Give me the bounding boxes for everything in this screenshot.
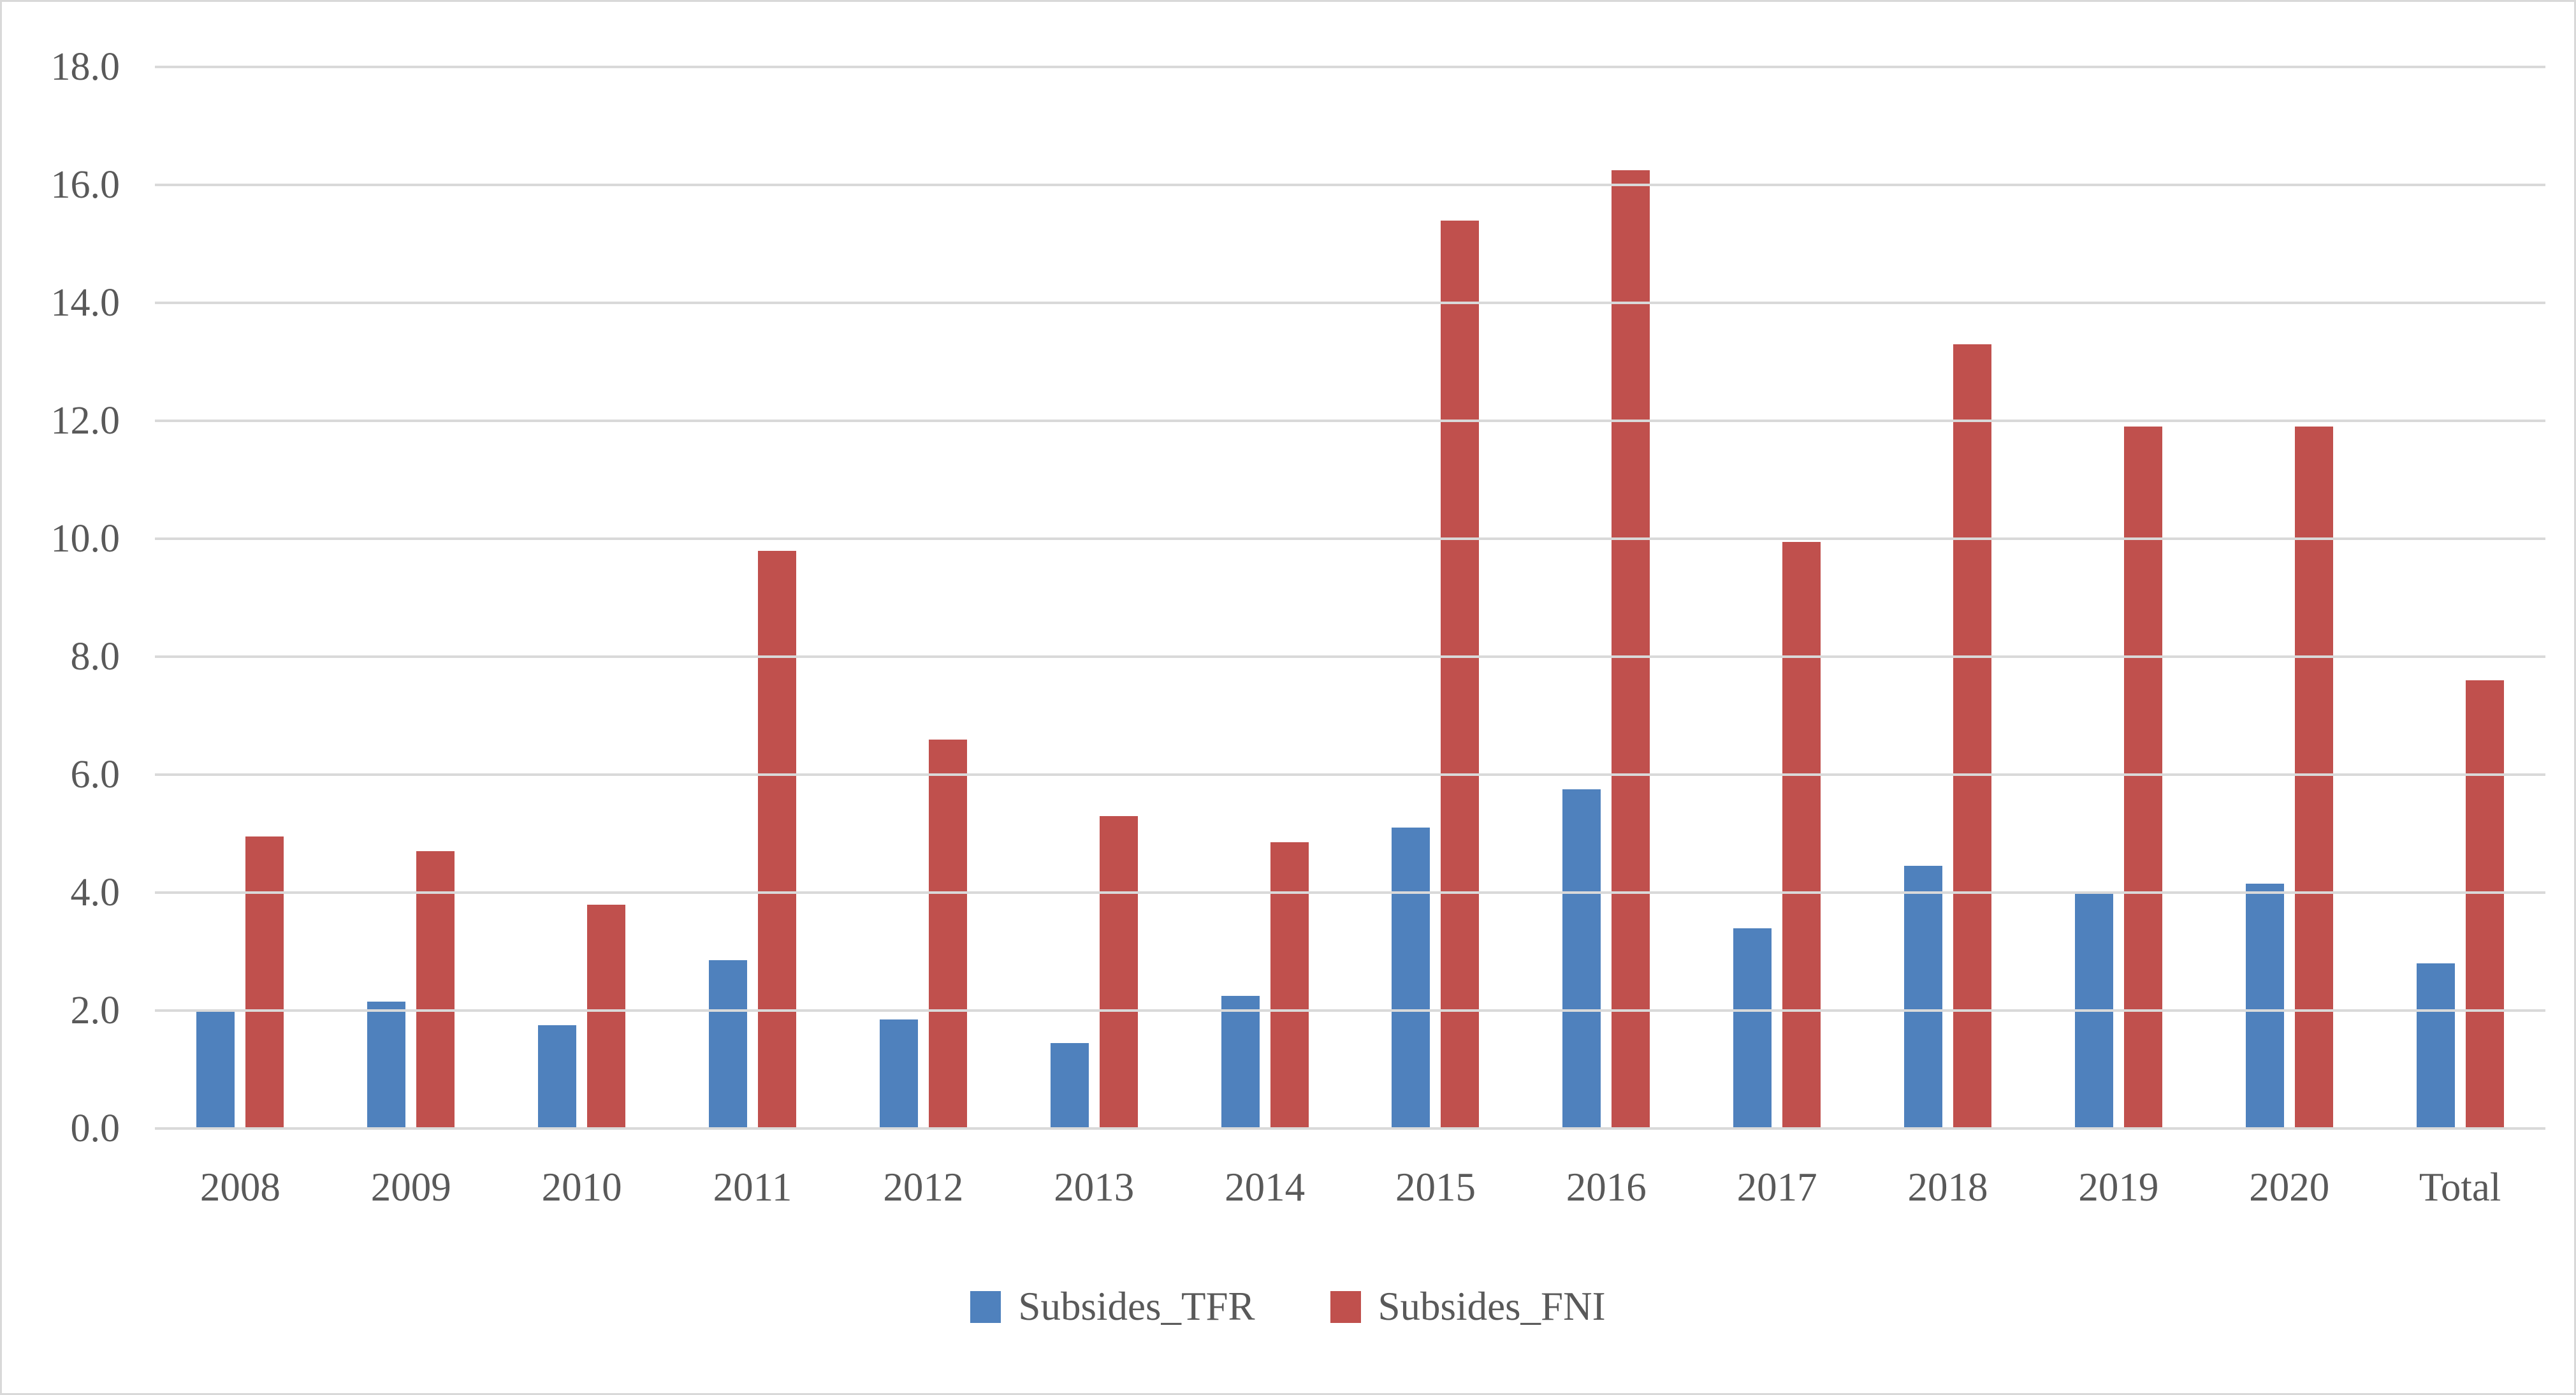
legend-item-subsides-tfr: Subsides_TFR [970,1283,1255,1330]
bar-subsides_tfr-2010 [538,1025,577,1128]
legend-swatch-tfr-icon [970,1290,1001,1323]
gridline [155,1127,2545,1130]
x-tick-label-2017: 2017 [1736,1165,1817,1209]
bar-group-2015 [1350,67,1521,1128]
bar-group-2016 [1521,67,1692,1128]
bar-subsides_fni-2011 [758,550,796,1128]
x-tick-label-2018: 2018 [1907,1165,1988,1209]
bar-group-2011 [667,67,838,1128]
bar-subsides_fni-2012 [928,739,967,1128]
bar-subsides_tfr-2009 [367,1002,406,1128]
y-tick-label: 10.0 [50,517,120,560]
y-tick-label: 14.0 [50,281,120,325]
x-tick-label-2009: 2009 [370,1165,451,1209]
bar-subsides_tfr-2020 [2245,884,2284,1128]
x-tick-label-2019: 2019 [2078,1165,2159,1209]
gridline [155,1009,2545,1012]
legend-label-fni: Subsides_FNI [1378,1284,1606,1329]
y-tick-label: 8.0 [70,635,120,678]
bar-subsides_tfr-2008 [196,1011,235,1128]
y-tick-label: 2.0 [70,989,120,1032]
bar-subsides_fni-2020 [2294,427,2333,1128]
plot-area [155,66,2545,1130]
x-tick-label-2010: 2010 [541,1165,622,1209]
gridline [155,537,2545,540]
bar-group-2010 [497,67,667,1128]
bar-group-2013 [1008,67,1179,1128]
bar-subsides_tfr-2015 [1392,828,1430,1128]
x-axis-tick-labels: 2008 2009 2010 2011 2012 2013 2014 2015 2016 2017… [155,1164,2545,1211]
x-tick-label-2015: 2015 [1395,1165,1476,1209]
x-tick-label-2008: 2008 [200,1165,280,1209]
x-tick-label-2012: 2012 [883,1165,964,1209]
gridline [155,183,2545,186]
bar-group-2017 [1692,67,1863,1128]
bar-subsides_fni-2015 [1441,220,1480,1128]
bar-subsides_fni-2009 [416,851,455,1128]
bar-subsides_fni-total [2465,680,2504,1128]
bar-group-2020 [2204,67,2375,1128]
bar-group-2008 [155,67,326,1128]
x-tick-label-2016: 2016 [1566,1165,1647,1209]
y-tick-label: 4.0 [70,871,120,914]
bar-group-2014 [1179,67,1350,1128]
y-tick-label: 16.0 [50,163,120,207]
bar-group-total [2375,67,2545,1128]
y-tick-label: 18.0 [50,45,120,89]
legend-label-tfr: Subsides_TFR [1018,1284,1255,1329]
y-axis-tick-labels: 0.0 2.0 4.0 6.0 8.0 10.0 12.0 14.0 16.0 18.0 [2,2,120,1393]
bar-group-2018 [1863,67,2034,1128]
bars-row [155,67,2545,1128]
bar-group-2019 [2033,67,2204,1128]
bar-subsides_fni-2008 [245,836,284,1128]
gridline [155,66,2545,68]
bar-group-2009 [326,67,497,1128]
legend: Subsides_TFR Subsides_FNI [2,1283,2574,1330]
legend-item-subsides-fni: Subsides_FNI [1330,1283,1606,1330]
gridline [155,655,2545,658]
bar-subsides_fni-2019 [2123,427,2162,1128]
bar-subsides_fni-2010 [587,904,626,1128]
bar-subsides_tfr-2016 [1562,789,1601,1128]
legend-swatch-fni-icon [1330,1290,1361,1323]
x-tick-label-2020: 2020 [2249,1165,2330,1209]
bar-subsides_fni-2016 [1612,170,1650,1128]
bar-subsides_fni-2013 [1099,815,1138,1128]
gridline [155,891,2545,894]
x-tick-label-2014: 2014 [1225,1165,1306,1209]
bar-subsides_tfr-2013 [1050,1042,1089,1128]
bar-subsides_tfr-total [2416,963,2455,1128]
bar-subsides_tfr-2017 [1733,928,1772,1128]
y-tick-label: 0.0 [70,1107,120,1150]
bar-subsides_fni-2017 [1782,541,1821,1128]
x-tick-label-2011: 2011 [713,1165,792,1209]
x-tick-label-2013: 2013 [1054,1165,1135,1209]
x-tick-label-total: Total [2419,1165,2501,1209]
bar-group-2012 [838,67,1008,1128]
bar-subsides_fni-2014 [1270,842,1309,1128]
bar-subsides_tfr-2014 [1221,995,1260,1128]
bar-subsides_tfr-2018 [1904,866,1943,1128]
y-tick-label: 6.0 [70,753,120,796]
gridline [155,419,2545,422]
gridline [155,301,2545,304]
bar-subsides_tfr-2011 [709,960,747,1128]
y-tick-label: 12.0 [50,399,120,442]
gridline [155,773,2545,776]
bar-subsides_fni-2018 [1953,344,1992,1128]
bar-subsides_tfr-2012 [879,1019,918,1128]
